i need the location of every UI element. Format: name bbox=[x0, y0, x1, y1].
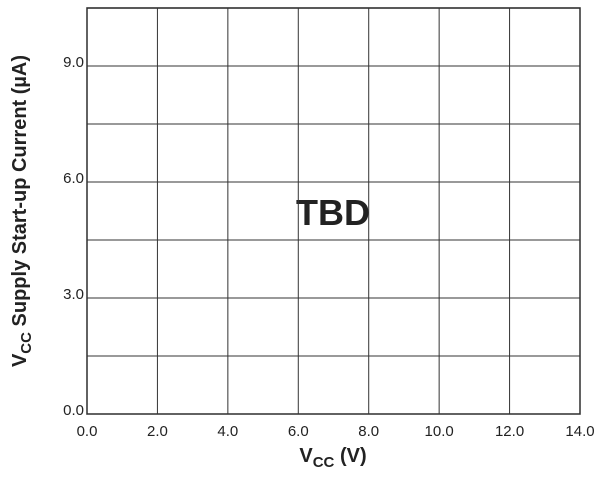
y-tick-label: 0.0 bbox=[63, 402, 84, 419]
x-tick-label: 6.0 bbox=[288, 423, 309, 440]
y-tick-label: 6.0 bbox=[63, 170, 84, 187]
x-tick-label: 12.0 bbox=[495, 423, 524, 440]
x-tick-label: 8.0 bbox=[358, 423, 379, 440]
y-tick-label: 9.0 bbox=[63, 54, 84, 71]
x-label-main: V bbox=[299, 445, 313, 467]
x-tick-label: 4.0 bbox=[217, 423, 238, 440]
x-axis-label: VCC (V) bbox=[299, 445, 366, 471]
y-axis-label: VCC Supply Start-up Current (µA) bbox=[9, 55, 35, 367]
y-label-main: V bbox=[9, 353, 31, 367]
x-tick-label: 14.0 bbox=[565, 423, 594, 440]
y-tick-label: 3.0 bbox=[63, 286, 84, 303]
y-label-sub: CC bbox=[18, 332, 35, 354]
x-label-sub: CC bbox=[313, 454, 335, 471]
x-tick-label: 2.0 bbox=[147, 423, 168, 440]
x-label-rest: (V) bbox=[334, 445, 366, 467]
x-tick-label: 10.0 bbox=[425, 423, 454, 440]
annotation: TBD bbox=[296, 192, 370, 233]
y-label-rest: Supply Start-up Current (µA) bbox=[9, 55, 31, 332]
x-tick-label: 0.0 bbox=[77, 423, 98, 440]
